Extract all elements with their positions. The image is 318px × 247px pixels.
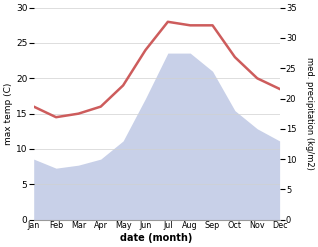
X-axis label: date (month): date (month) — [121, 233, 193, 243]
Y-axis label: med. precipitation (kg/m2): med. precipitation (kg/m2) — [305, 57, 314, 170]
Y-axis label: max temp (C): max temp (C) — [4, 82, 13, 145]
